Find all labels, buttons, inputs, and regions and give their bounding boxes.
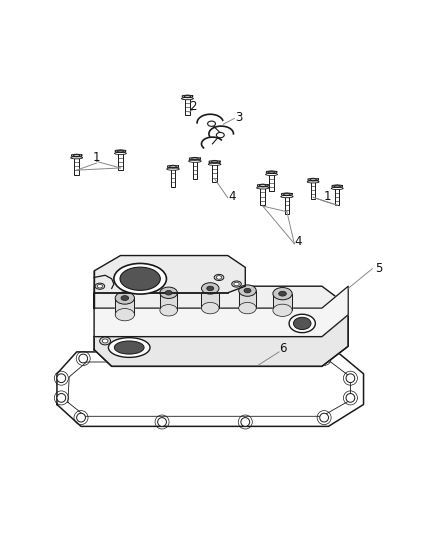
Ellipse shape (97, 285, 102, 288)
Text: 2: 2 (189, 100, 197, 113)
Ellipse shape (279, 291, 286, 296)
Polygon shape (118, 154, 123, 170)
Text: 1: 1 (92, 151, 100, 164)
Circle shape (241, 418, 250, 426)
Polygon shape (71, 154, 82, 157)
Circle shape (346, 374, 355, 383)
Ellipse shape (214, 274, 224, 280)
Ellipse shape (307, 181, 319, 183)
Ellipse shape (114, 263, 166, 294)
Polygon shape (201, 288, 219, 308)
Circle shape (57, 393, 66, 402)
Ellipse shape (232, 281, 241, 287)
Ellipse shape (273, 304, 292, 317)
Ellipse shape (273, 287, 292, 300)
Ellipse shape (115, 292, 134, 304)
Polygon shape (94, 286, 348, 366)
Polygon shape (311, 182, 315, 199)
Polygon shape (258, 184, 268, 187)
Polygon shape (185, 99, 190, 115)
Polygon shape (273, 294, 292, 310)
Ellipse shape (201, 302, 219, 314)
Ellipse shape (331, 187, 343, 190)
Ellipse shape (108, 338, 150, 358)
Text: 4: 4 (228, 190, 236, 203)
Ellipse shape (208, 163, 221, 165)
Ellipse shape (208, 121, 215, 126)
Ellipse shape (281, 196, 293, 198)
Circle shape (241, 352, 250, 361)
Ellipse shape (121, 296, 129, 301)
Circle shape (158, 352, 166, 361)
Ellipse shape (293, 317, 311, 329)
Polygon shape (115, 150, 126, 152)
Ellipse shape (216, 276, 222, 279)
Ellipse shape (207, 286, 214, 290)
Circle shape (57, 374, 66, 383)
Polygon shape (160, 293, 177, 310)
Circle shape (79, 354, 88, 363)
Circle shape (346, 393, 355, 402)
Polygon shape (94, 314, 348, 366)
Polygon shape (335, 189, 339, 205)
Polygon shape (266, 171, 277, 174)
Polygon shape (308, 178, 318, 181)
Ellipse shape (189, 160, 201, 163)
Polygon shape (171, 169, 175, 187)
Ellipse shape (234, 282, 239, 286)
Ellipse shape (181, 98, 194, 100)
Text: 4: 4 (294, 235, 302, 248)
Ellipse shape (114, 152, 127, 155)
Polygon shape (74, 158, 79, 174)
Ellipse shape (160, 287, 177, 298)
Ellipse shape (102, 339, 108, 343)
Polygon shape (332, 185, 343, 188)
Ellipse shape (167, 168, 179, 170)
Ellipse shape (201, 282, 219, 294)
Polygon shape (282, 193, 292, 196)
Polygon shape (269, 174, 274, 191)
Ellipse shape (289, 314, 315, 333)
Ellipse shape (244, 288, 251, 293)
Text: 3: 3 (235, 111, 242, 124)
Ellipse shape (216, 133, 224, 138)
Circle shape (77, 413, 85, 422)
Circle shape (320, 413, 328, 422)
Polygon shape (57, 352, 364, 426)
Ellipse shape (99, 337, 110, 345)
Polygon shape (94, 286, 348, 336)
Polygon shape (190, 157, 200, 160)
Polygon shape (239, 290, 256, 308)
Circle shape (158, 418, 166, 426)
Ellipse shape (265, 173, 278, 175)
Polygon shape (168, 165, 178, 168)
Circle shape (320, 354, 328, 363)
Polygon shape (285, 197, 289, 214)
Polygon shape (209, 160, 220, 163)
Text: 1: 1 (324, 190, 332, 203)
Ellipse shape (114, 341, 144, 354)
Ellipse shape (239, 302, 256, 314)
Ellipse shape (120, 267, 160, 290)
Text: 6: 6 (279, 342, 286, 356)
Ellipse shape (239, 285, 256, 296)
Ellipse shape (165, 290, 172, 295)
Ellipse shape (257, 187, 269, 189)
Ellipse shape (95, 283, 105, 289)
Polygon shape (212, 164, 217, 182)
Polygon shape (94, 255, 245, 308)
Polygon shape (115, 298, 134, 314)
Polygon shape (261, 188, 265, 205)
Text: 5: 5 (375, 262, 382, 275)
Ellipse shape (115, 309, 134, 321)
Polygon shape (182, 95, 193, 98)
Ellipse shape (71, 157, 83, 159)
Polygon shape (193, 161, 197, 179)
Ellipse shape (160, 304, 177, 316)
